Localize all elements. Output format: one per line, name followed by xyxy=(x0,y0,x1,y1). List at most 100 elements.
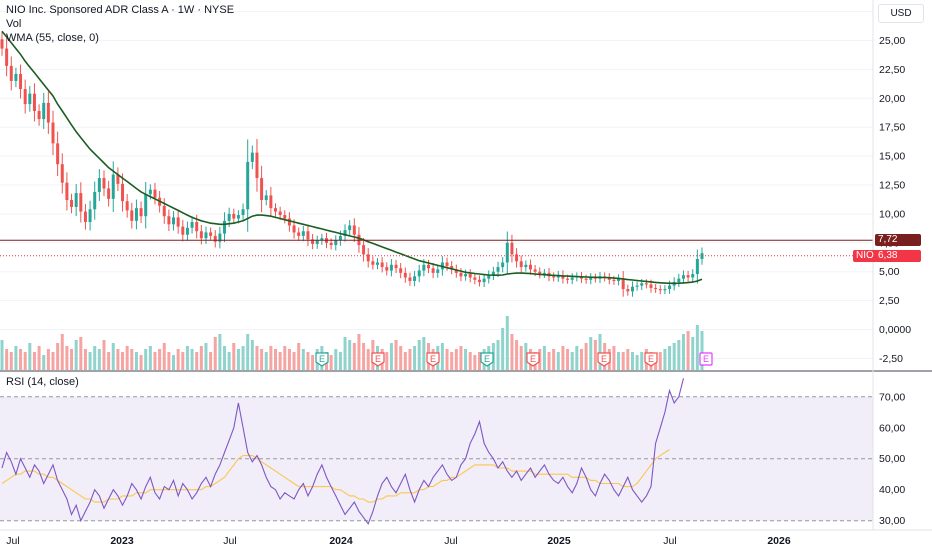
rsi-indicator-label[interactable]: RSI (14, close) xyxy=(6,376,79,388)
volume-bar xyxy=(343,337,347,370)
candle-body xyxy=(181,226,185,235)
candle-body xyxy=(125,201,129,211)
price-tick-label: 15,00 xyxy=(879,151,905,163)
time-tick-label: Jul xyxy=(223,535,236,547)
earnings-marker[interactable]: E xyxy=(597,352,611,367)
candle-body xyxy=(301,231,305,236)
volume-bar xyxy=(329,355,333,370)
volume-bar xyxy=(672,343,676,370)
candle-body xyxy=(477,279,481,283)
candle-body xyxy=(445,262,449,266)
volume-bar xyxy=(204,343,208,370)
volume-bar xyxy=(125,346,129,370)
volume-bar xyxy=(28,343,32,370)
candle-body xyxy=(227,213,231,221)
candle-body xyxy=(74,193,78,207)
volume-bar xyxy=(556,352,560,370)
price-axis[interactable]: 27,5025,0022,5020,0017,5015,0012,5010,00… xyxy=(879,6,911,365)
volume-bar xyxy=(547,352,551,370)
vol-indicator-label[interactable]: Vol xyxy=(6,18,22,30)
volume-bar xyxy=(334,349,338,370)
candle-body xyxy=(19,74,23,90)
volume-bar xyxy=(162,343,166,370)
volume-bar xyxy=(102,340,106,370)
candle-body xyxy=(389,264,393,271)
time-tick-label: 2026 xyxy=(767,535,791,547)
candle-body xyxy=(584,278,588,280)
volume-bar xyxy=(97,349,101,370)
earnings-label: E xyxy=(530,354,536,364)
candle-body xyxy=(83,211,87,222)
volume-bar xyxy=(88,352,92,370)
volume-bar xyxy=(139,355,143,370)
earnings-marker[interactable]: E xyxy=(699,352,713,366)
candle-body xyxy=(60,164,64,183)
candlestick-series xyxy=(0,32,704,297)
earnings-label: E xyxy=(430,354,436,364)
volume-bar xyxy=(278,352,282,370)
currency-button[interactable]: USD xyxy=(878,4,924,23)
volume-bar xyxy=(700,331,704,370)
candle-body xyxy=(190,222,194,228)
volume-bar xyxy=(236,349,240,370)
rsi-tick-label: 70,00 xyxy=(879,391,905,403)
time-axis[interactable]: Jul 2023 Jul 2024 Jul 2025 Jul 2026 xyxy=(6,535,791,547)
candle-body xyxy=(352,225,356,235)
volume-bar xyxy=(464,349,468,370)
earnings-marker[interactable]: E xyxy=(644,352,658,367)
earnings-marker[interactable]: E xyxy=(371,352,385,367)
volume-bar xyxy=(445,349,449,370)
candle-body xyxy=(338,235,342,241)
symbol-title[interactable]: NIO Inc. Sponsored ADR Class A · 1W · NY… xyxy=(6,4,235,16)
price-tick-label: 17,50 xyxy=(879,122,905,134)
volume-bar xyxy=(5,349,9,370)
earnings-marker[interactable]: E xyxy=(426,352,440,367)
candle-body xyxy=(46,102,50,123)
volume-bar xyxy=(570,352,574,370)
rsi-axis[interactable]: 70,00 60,00 50,00 40,00 30,00 xyxy=(879,391,905,527)
volume-bar xyxy=(287,349,291,370)
earnings-marker[interactable]: E xyxy=(480,352,494,367)
candle-body xyxy=(250,152,254,162)
candle-body xyxy=(626,289,630,292)
earnings-marker[interactable]: E xyxy=(526,352,540,367)
volume-bar xyxy=(218,334,222,370)
volume-bar xyxy=(292,352,296,370)
earnings-marker[interactable]: E xyxy=(315,352,329,367)
volume-bar xyxy=(677,340,681,370)
candle-body xyxy=(278,211,282,216)
wma-indicator-label[interactable]: WMA (55, close, 0) xyxy=(6,32,99,44)
candle-body xyxy=(570,277,574,280)
candle-body xyxy=(403,272,407,278)
volume-bar xyxy=(399,346,403,370)
candle-body xyxy=(199,231,203,239)
candle-body xyxy=(0,39,4,49)
volume-bar xyxy=(172,355,176,370)
volume-bar xyxy=(60,334,64,370)
candle-body xyxy=(677,278,681,283)
candle-body xyxy=(644,283,648,285)
volume-bar xyxy=(227,352,231,370)
candle-body xyxy=(482,278,486,283)
rsi-line xyxy=(1,378,685,525)
candle-body xyxy=(97,178,101,192)
candle-body xyxy=(426,264,430,269)
volume-bar xyxy=(403,352,407,370)
time-tick-label: Jul xyxy=(6,535,19,547)
volume-bar xyxy=(93,346,97,370)
candle-body xyxy=(635,285,639,287)
volume-bar xyxy=(241,346,245,370)
volume-bar xyxy=(269,346,273,370)
volume-bar xyxy=(37,346,41,370)
volume-bar xyxy=(199,346,203,370)
volume-bar xyxy=(477,352,481,370)
volume-bar xyxy=(213,337,217,370)
volume-bar xyxy=(185,346,189,370)
candle-body xyxy=(130,210,134,221)
candle-body xyxy=(311,239,315,244)
time-tick-label: Jul xyxy=(444,535,457,547)
candle-body xyxy=(287,218,291,226)
volume-bar xyxy=(617,352,621,370)
